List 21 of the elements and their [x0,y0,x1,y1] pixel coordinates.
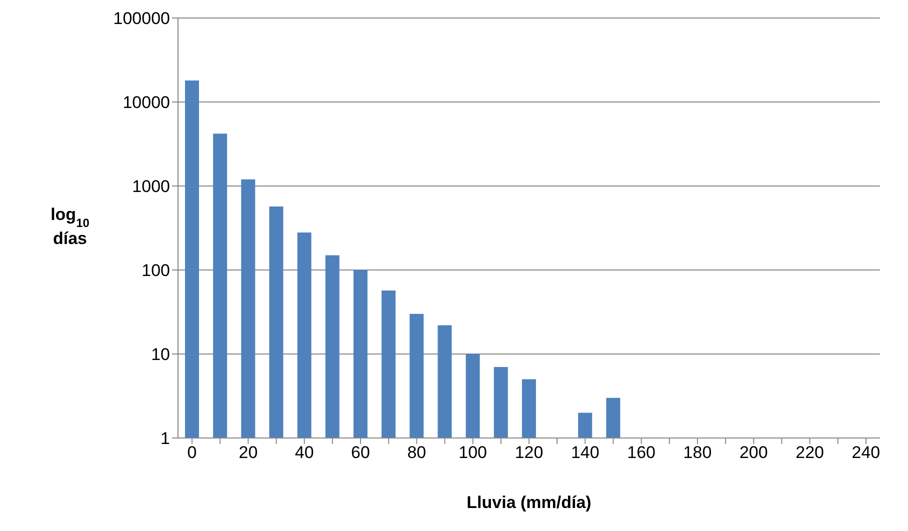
x-tick-label: 180 [683,443,712,462]
x-tick-label: 0 [187,443,197,462]
x-tick-label: 60 [351,443,370,462]
x-tick-label: 80 [407,443,426,462]
y-tick-label: 100 [142,261,170,280]
y-tick-label: 10000 [122,93,170,112]
x-tick-label: 140 [570,443,600,462]
y-tick-label: 100000 [113,9,170,28]
y-tick-label: 1 [160,429,170,448]
x-tick-label: 40 [294,443,314,462]
y-axis-title: log$_{10}$ días [50,205,90,248]
x-tick-label: 200 [739,443,768,462]
x-tick-label: 220 [796,443,824,462]
x-tick-label: 240 [852,443,880,462]
y-tick-label: 1000 [132,177,170,196]
x-tick-label: 160 [627,443,656,462]
x-axis-title: Lluvia (mm/día) [466,493,592,512]
x-tick-label: 100 [458,443,488,462]
y-tick-label: 10 [151,345,170,364]
x-tick-label: 120 [514,443,544,462]
x-tick-label: 20 [238,443,258,462]
